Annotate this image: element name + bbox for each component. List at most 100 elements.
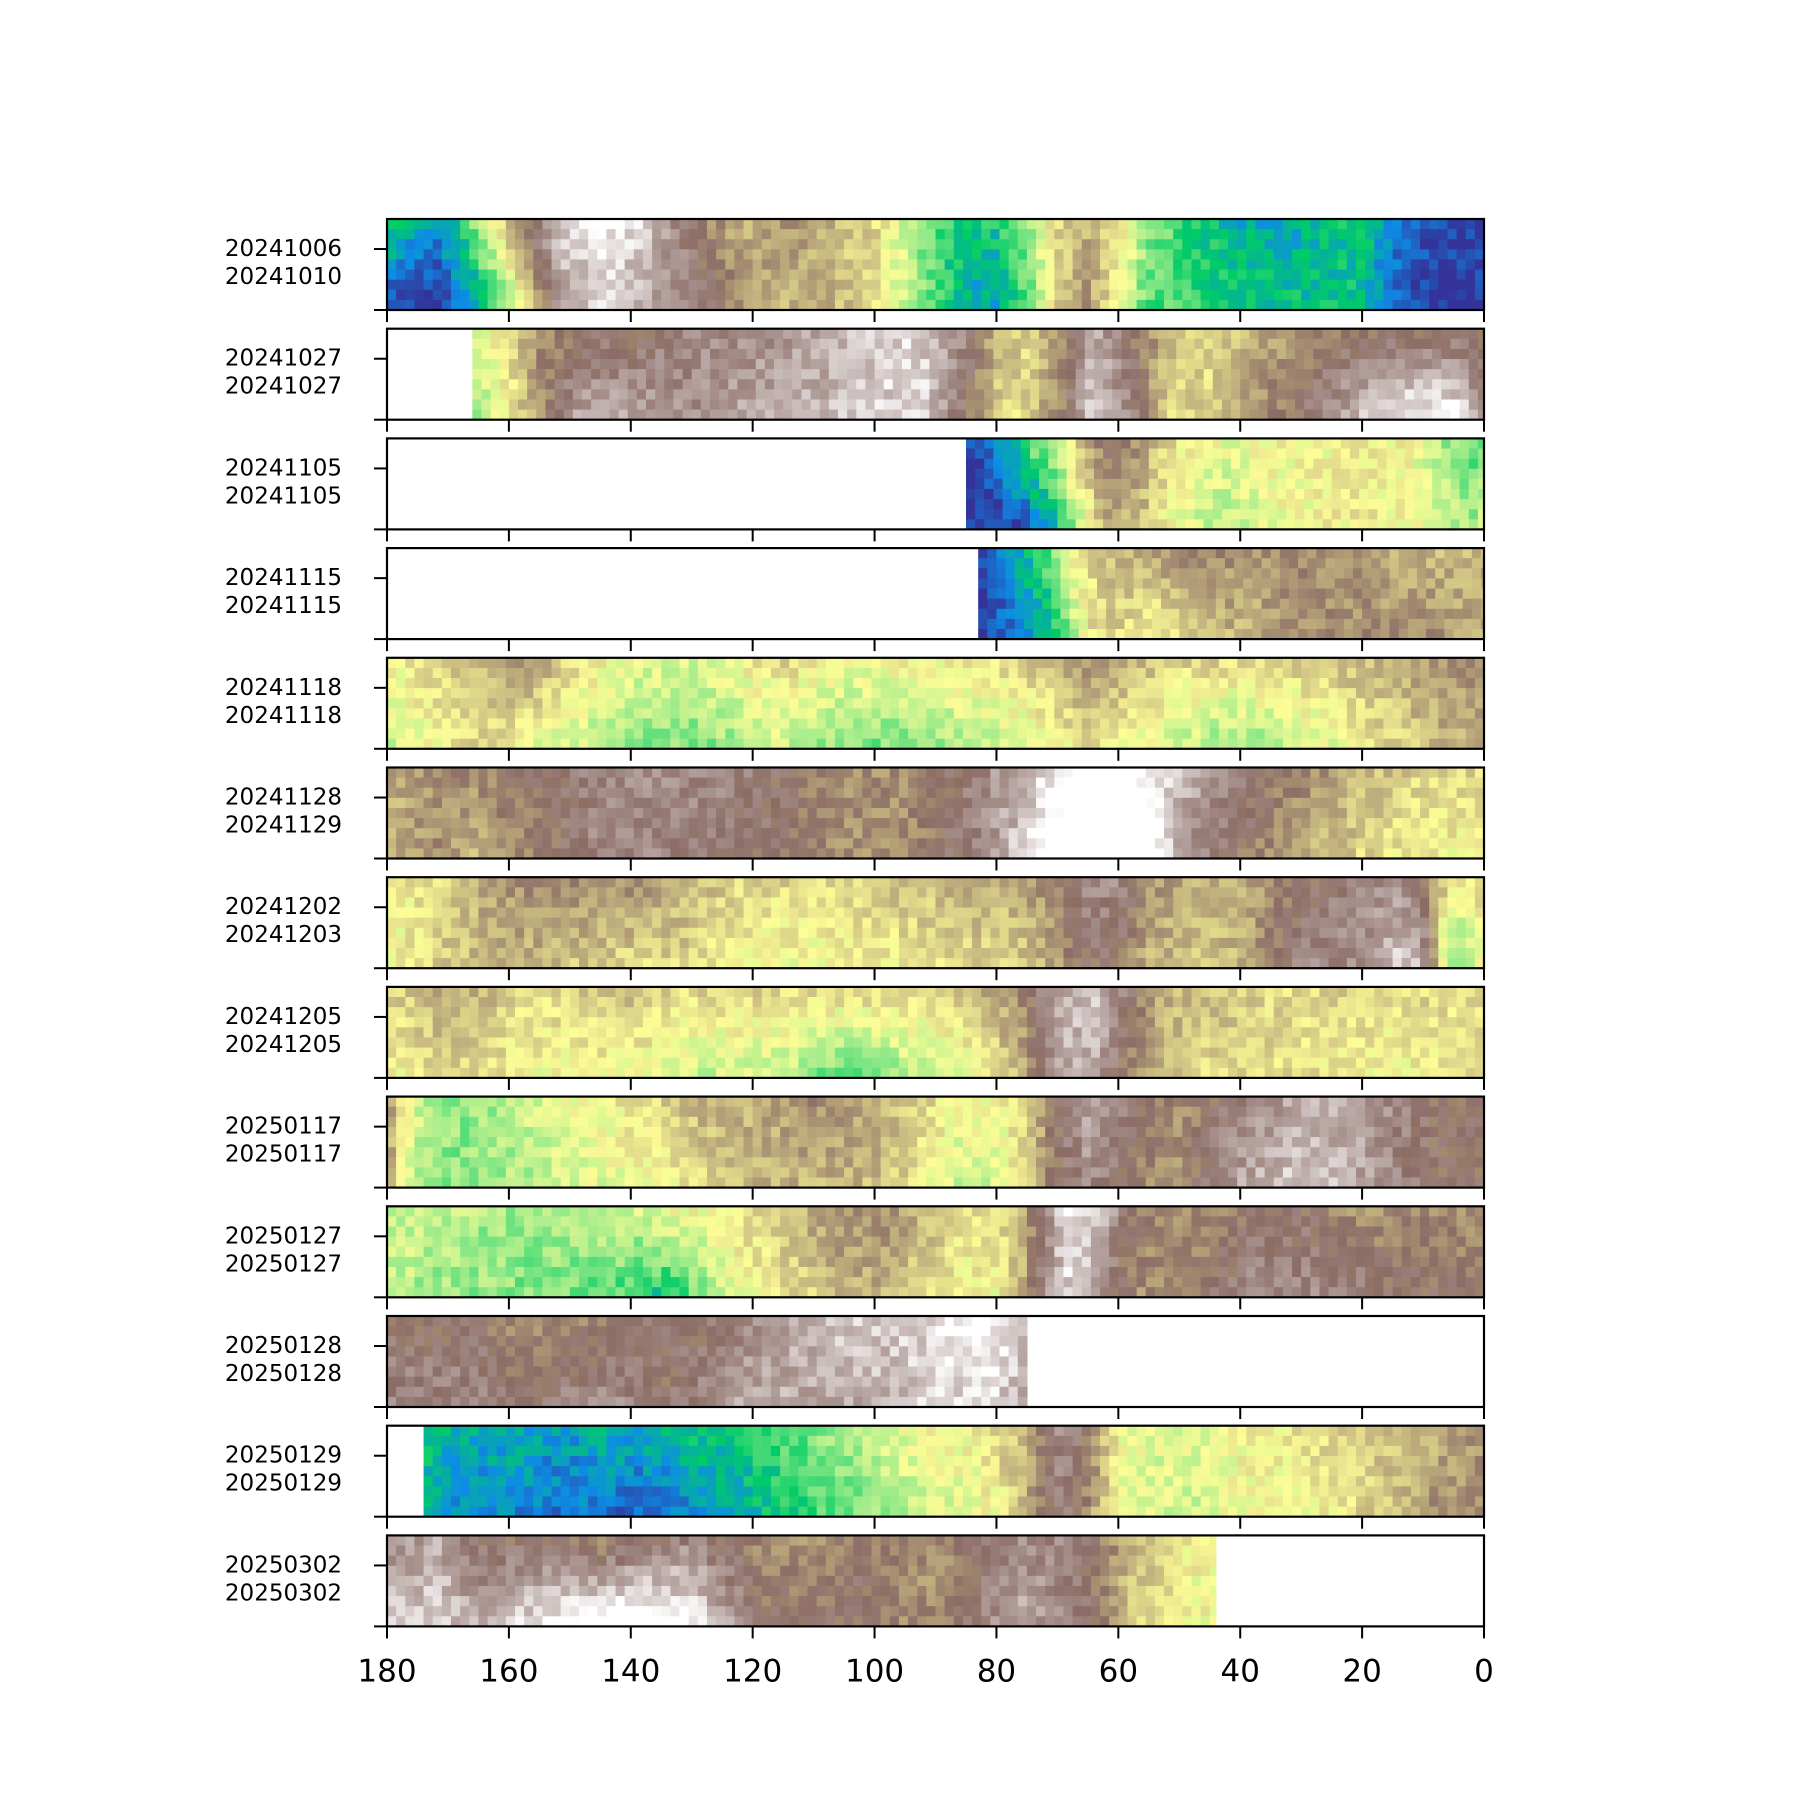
heatmap-cell [542, 828, 553, 839]
heatmap-cell [1273, 718, 1284, 730]
heatmap-cell [1392, 229, 1403, 240]
heatmap-cell [514, 667, 525, 679]
heatmap-cell [1420, 678, 1430, 689]
heatmap-cell [880, 777, 891, 789]
heatmap-cell [1075, 519, 1086, 530]
heatmap-cell [1325, 558, 1336, 569]
heatmap-cell [606, 667, 617, 679]
heatmap-cell [1447, 728, 1458, 740]
heatmap-cell [1444, 588, 1455, 600]
heatmap-cell [636, 389, 647, 401]
heatmap-cell [1017, 239, 1028, 250]
heatmap-cell [588, 219, 598, 230]
heatmap-cell [1182, 728, 1193, 740]
heatmap-cell [746, 369, 757, 380]
heatmap-cell [1017, 698, 1028, 709]
heatmap-cell [1112, 348, 1122, 360]
heatmap-cell [481, 359, 492, 370]
heatmap-cell [1008, 807, 1019, 819]
heatmap-cell [1179, 568, 1190, 580]
heatmap-cell [1322, 509, 1333, 520]
heatmap-cell [664, 328, 675, 340]
heatmap-cell [1045, 848, 1055, 860]
heatmap-cell [1267, 338, 1278, 350]
heatmap-cell [1029, 468, 1040, 480]
heatmap-cell [1145, 239, 1156, 250]
heatmap-cell [1362, 578, 1372, 590]
heatmap-cell [901, 328, 912, 340]
heatmap-cell [798, 229, 809, 240]
heatmap-cell [1313, 438, 1324, 450]
heatmap-cell [624, 678, 635, 689]
heatmap-cell [1054, 667, 1065, 679]
heatmap-cell [883, 409, 894, 421]
heatmap-cell [533, 818, 544, 829]
heatmap-cell [816, 718, 827, 730]
heatmap-cell [1109, 239, 1119, 250]
heatmap-cell [1087, 578, 1098, 590]
heatmap-cell [560, 688, 571, 699]
heatmap-cell [1267, 409, 1278, 421]
heatmap-cell [1438, 259, 1449, 271]
heatmap-cell [816, 657, 827, 669]
heatmap-cell [1215, 608, 1226, 620]
heatmap-cell [1404, 409, 1415, 421]
heatmap-cell [636, 369, 647, 380]
heatmap-cell [661, 289, 671, 301]
heatmap-cell [1127, 818, 1138, 829]
heatmap-cell [1258, 478, 1269, 490]
heatmap-cell [1081, 259, 1092, 271]
heatmap-cell [472, 338, 483, 350]
heatmap-cell [1231, 389, 1241, 401]
heatmap-cell [560, 229, 571, 240]
heatmap-cell [1063, 239, 1074, 250]
heatmap-cell [819, 399, 830, 411]
heatmap-cell [396, 259, 406, 271]
heatmap-cell [944, 777, 955, 789]
heatmap-cell [1282, 259, 1293, 271]
heatmap-cell [1240, 519, 1250, 530]
heatmap-cell [688, 688, 699, 699]
heatmap-cell [1008, 767, 1019, 779]
heatmap-cell [1072, 708, 1083, 720]
heatmap-cell [1264, 229, 1275, 240]
heatmap-cell [1194, 409, 1205, 421]
heatmap-cell [1008, 797, 1019, 809]
heatmap-cell [1234, 588, 1244, 600]
heatmap-cell [999, 848, 1010, 860]
heatmap-cell [1465, 289, 1476, 301]
heatmap-cell [789, 708, 799, 720]
heatmap-cell [716, 299, 726, 311]
heatmap-cell [655, 379, 665, 390]
heatmap-cell [405, 738, 416, 750]
heatmap-cell [853, 708, 863, 720]
heatmap-cell [1380, 548, 1391, 559]
heatmap-cell [691, 328, 702, 340]
panel-image [387, 219, 1485, 311]
heatmap-cell [1319, 239, 1330, 250]
heatmap-cell [469, 828, 480, 839]
heatmap-cell [825, 299, 836, 311]
heatmap-cell [926, 657, 937, 669]
heatmap-cell [481, 348, 492, 360]
heatmap-cell [1383, 667, 1394, 679]
heatmap-cell [871, 269, 882, 281]
heatmap-cell [920, 389, 930, 401]
heatmap-cell [789, 229, 799, 240]
heatmap-cell [1017, 219, 1028, 230]
heatmap-cell [1270, 608, 1281, 620]
heatmap-cell [911, 359, 921, 370]
heatmap-cell [405, 269, 416, 281]
heatmap-cell [1231, 328, 1241, 340]
heatmap-cell [1221, 379, 1232, 390]
heatmap-cell [1130, 458, 1141, 470]
heatmap-cell [962, 667, 973, 679]
heatmap-cell [1215, 628, 1226, 640]
heatmap-cell [1218, 678, 1229, 689]
heatmap-cell [1456, 259, 1467, 271]
heatmap-cell [1078, 588, 1089, 600]
heatmap-cell [1240, 438, 1250, 450]
heatmap-cell [545, 389, 556, 401]
heatmap-cell [578, 777, 589, 789]
heatmap-cell [569, 828, 580, 839]
